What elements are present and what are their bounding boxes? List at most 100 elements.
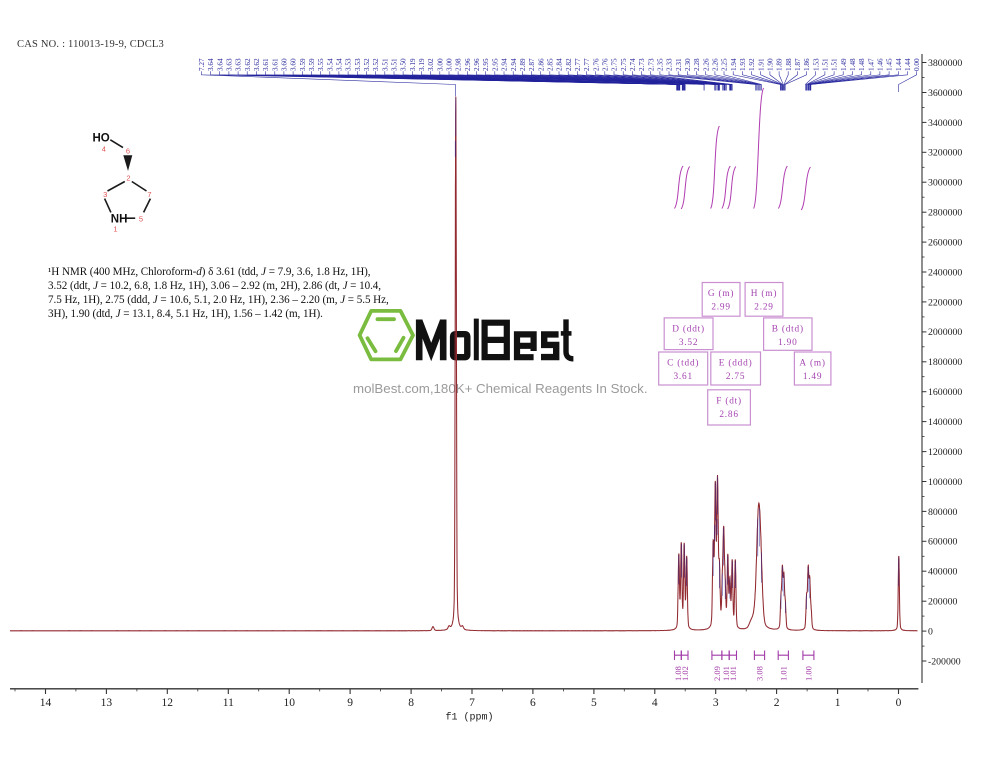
svg-text:2.76: 2.76	[601, 58, 609, 71]
svg-text:f1 (ppm): f1 (ppm)	[446, 712, 494, 724]
svg-text:1.90: 1.90	[767, 58, 775, 71]
svg-text:1.01: 1.01	[728, 666, 738, 681]
svg-text:2.31: 2.31	[675, 58, 683, 71]
svg-text:2.29: 2.29	[754, 303, 773, 313]
svg-text:2.33: 2.33	[666, 58, 674, 71]
svg-text:B (dtd): B (dtd)	[772, 323, 804, 334]
svg-text:2.28: 2.28	[693, 58, 701, 71]
svg-text:3: 3	[103, 190, 107, 199]
svg-text:3.63: 3.63	[226, 58, 234, 71]
svg-text:C (tdd): C (tdd)	[667, 358, 699, 369]
svg-text:1.89: 1.89	[776, 58, 784, 71]
svg-text:1.08: 1.08	[673, 666, 683, 681]
svg-text:3800000: 3800000	[928, 58, 962, 69]
svg-text:2.98: 2.98	[455, 58, 463, 71]
svg-text:2.73: 2.73	[638, 58, 646, 71]
svg-text:2.96: 2.96	[464, 58, 472, 71]
svg-text:2.95: 2.95	[482, 58, 490, 71]
svg-text:5: 5	[139, 215, 143, 224]
svg-text:9: 9	[347, 697, 353, 709]
svg-text:A (m): A (m)	[799, 358, 825, 369]
svg-text:1.01: 1.01	[721, 666, 731, 681]
svg-text:1: 1	[835, 697, 841, 709]
svg-text:2.99: 2.99	[711, 303, 730, 313]
svg-text:2.26: 2.26	[702, 58, 710, 71]
svg-text:3.51: 3.51	[391, 58, 399, 71]
svg-text:2.94: 2.94	[501, 58, 509, 71]
svg-text:1.45: 1.45	[886, 58, 894, 71]
svg-text:1.48: 1.48	[858, 58, 866, 71]
svg-text:1.90: 1.90	[778, 338, 797, 348]
svg-text:1.53: 1.53	[812, 58, 820, 71]
svg-text:2.84: 2.84	[556, 58, 564, 71]
svg-text:3.59: 3.59	[308, 58, 316, 71]
svg-text:600000: 600000	[928, 537, 957, 548]
svg-text:200000: 200000	[928, 597, 957, 608]
svg-text:0.00: 0.00	[913, 58, 921, 71]
svg-text:3.61: 3.61	[673, 372, 692, 382]
svg-text:7: 7	[147, 190, 151, 199]
svg-text:1.01: 1.01	[779, 666, 789, 681]
svg-text:3.52: 3.52	[372, 58, 380, 71]
svg-text:3.62: 3.62	[253, 58, 261, 71]
svg-text:2: 2	[774, 697, 780, 709]
svg-text:3.54: 3.54	[326, 58, 334, 71]
svg-text:3.50: 3.50	[400, 58, 408, 71]
svg-text:2.77: 2.77	[574, 58, 582, 71]
svg-text:3400000: 3400000	[928, 118, 962, 129]
svg-text:2.74: 2.74	[629, 58, 637, 71]
svg-text:¹H NMR (400 MHz, Chloroform-d): ¹H NMR (400 MHz, Chloroform-d) δ 3.61 (t…	[48, 266, 371, 278]
svg-text:3.55: 3.55	[317, 58, 325, 71]
svg-text:12: 12	[162, 697, 174, 709]
svg-text:400000: 400000	[928, 567, 957, 578]
svg-text:2.89: 2.89	[519, 58, 527, 71]
svg-text:2.95: 2.95	[491, 58, 499, 71]
svg-text:3.19: 3.19	[409, 58, 417, 71]
svg-text:1.94: 1.94	[730, 58, 738, 71]
svg-text:-200000: -200000	[928, 656, 961, 667]
svg-text:1.02: 1.02	[680, 666, 690, 681]
svg-text:2000000: 2000000	[928, 327, 962, 338]
svg-text:3.02: 3.02	[427, 58, 435, 71]
svg-text:3.53: 3.53	[354, 58, 362, 71]
svg-text:8: 8	[408, 697, 414, 709]
svg-text:3.63: 3.63	[235, 58, 243, 71]
svg-text:3.53: 3.53	[345, 58, 353, 71]
svg-text:2.75: 2.75	[726, 372, 745, 382]
svg-text:2.76: 2.76	[592, 58, 600, 71]
svg-text:1600000: 1600000	[928, 387, 962, 398]
svg-text:5: 5	[591, 697, 597, 709]
svg-text:G (m): G (m)	[708, 288, 734, 299]
svg-text:14: 14	[40, 697, 52, 709]
svg-text:3.60: 3.60	[281, 58, 289, 71]
svg-text:3.00: 3.00	[436, 58, 444, 71]
svg-text:3200000: 3200000	[928, 148, 962, 159]
svg-text:13: 13	[101, 697, 113, 709]
svg-text:D (ddt): D (ddt)	[672, 323, 705, 334]
svg-text:2800000: 2800000	[928, 208, 962, 219]
svg-text:2.82: 2.82	[565, 58, 573, 71]
svg-text:1.91: 1.91	[757, 58, 765, 71]
svg-text:3.52: 3.52	[363, 58, 371, 71]
svg-text:1.46: 1.46	[877, 58, 885, 71]
svg-text:1400000: 1400000	[928, 417, 962, 428]
svg-text:3000000: 3000000	[928, 178, 962, 189]
svg-text:molBest.com,180K+ Chemical Rea: molBest.com,180K+ Chemical Reagents In S…	[353, 381, 648, 396]
svg-text:11: 11	[223, 697, 234, 709]
svg-text:HO: HO	[93, 133, 110, 145]
svg-text:2.86: 2.86	[537, 58, 545, 71]
svg-text:2.85: 2.85	[546, 58, 554, 71]
svg-text:1.93: 1.93	[739, 58, 747, 71]
svg-text:7.27: 7.27	[198, 58, 206, 71]
svg-text:1.51: 1.51	[831, 58, 839, 71]
svg-text:4: 4	[102, 145, 106, 154]
svg-text:1.48: 1.48	[849, 58, 857, 71]
svg-text:2.26: 2.26	[712, 58, 720, 71]
svg-text:2.25: 2.25	[721, 58, 729, 71]
svg-text:800000: 800000	[928, 507, 957, 518]
svg-text:2.73: 2.73	[647, 58, 655, 71]
svg-text:2600000: 2600000	[928, 238, 962, 249]
svg-text:2.77: 2.77	[583, 58, 591, 71]
svg-text:3.19: 3.19	[418, 58, 426, 71]
svg-text:1.44: 1.44	[895, 58, 903, 71]
